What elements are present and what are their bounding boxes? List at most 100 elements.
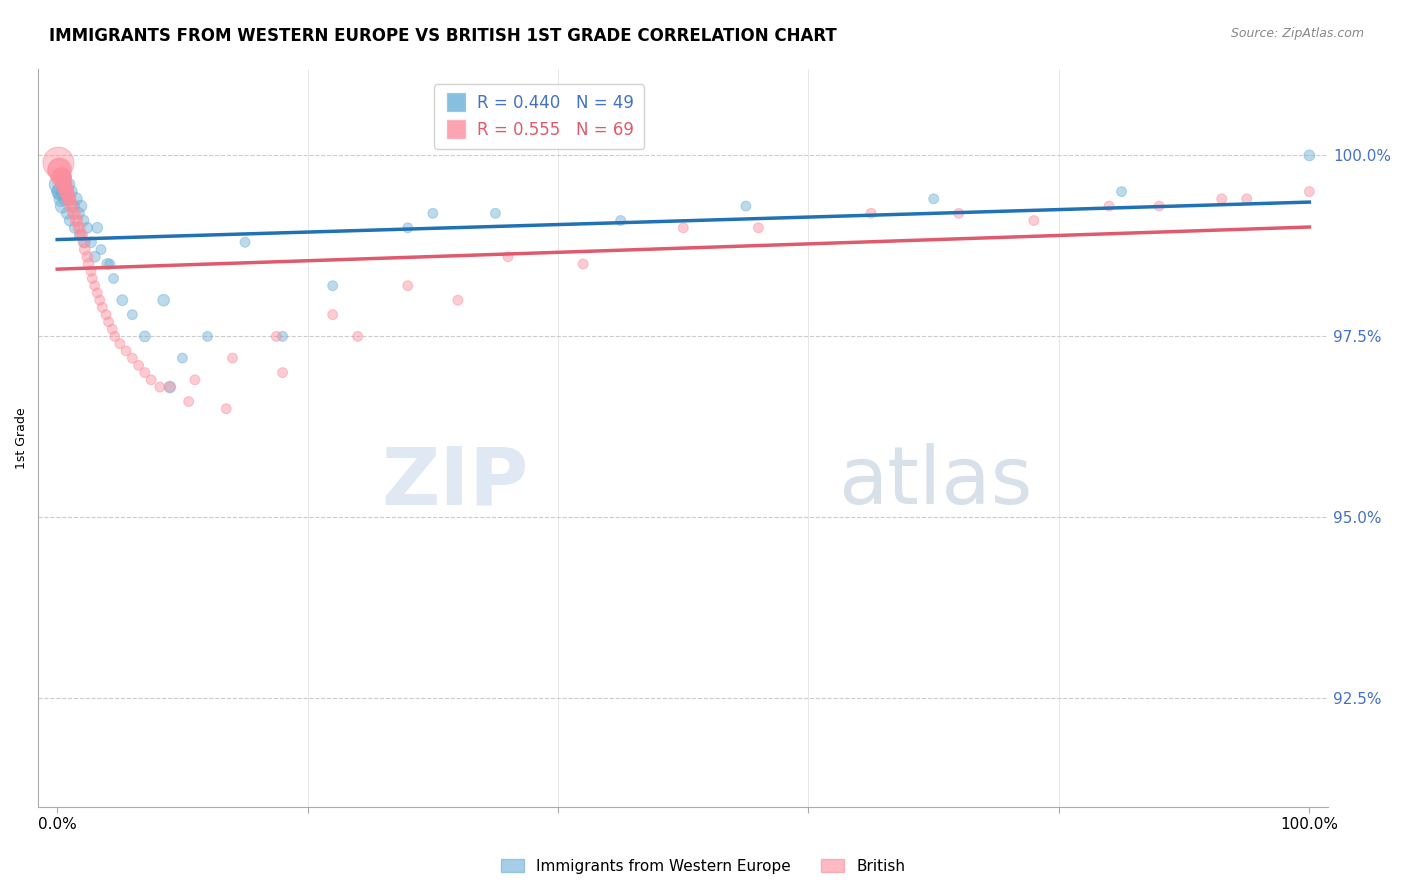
Point [172, 351, 194, 365]
Point [53, 178, 76, 192]
Point [48, 178, 70, 192]
Point [62, 206, 84, 220]
Point [177, 394, 200, 409]
Point [59, 192, 82, 206]
Point [134, 329, 156, 343]
Point [1022, 213, 1045, 227]
Point [134, 366, 156, 380]
Point [76, 220, 98, 235]
Point [69, 220, 91, 235]
Text: Source: ZipAtlas.com: Source: ZipAtlas.com [1230, 27, 1364, 40]
Point [97, 315, 120, 329]
Point [60, 199, 83, 213]
Y-axis label: 1st Grade: 1st Grade [15, 407, 28, 468]
Point [1111, 185, 1133, 199]
Point [672, 220, 695, 235]
Point [184, 373, 207, 387]
Point [53, 178, 76, 192]
Point [66, 213, 89, 227]
Point [233, 235, 256, 250]
Point [86, 285, 108, 300]
Point [49, 185, 72, 199]
Point [82, 271, 104, 285]
Point [55, 185, 77, 199]
Point [104, 329, 127, 343]
Point [58, 178, 80, 192]
Point [73, 235, 96, 250]
Point [139, 373, 162, 387]
Point [83, 278, 105, 293]
Point [103, 271, 125, 285]
Point [572, 257, 595, 271]
Point [70, 227, 93, 242]
Point [56, 206, 79, 220]
Point [90, 243, 112, 257]
Point [484, 206, 506, 220]
Point [76, 250, 98, 264]
Point [197, 329, 219, 343]
Point [80, 264, 103, 278]
Point [48, 162, 70, 177]
Point [1098, 199, 1121, 213]
Point [860, 206, 883, 220]
Point [62, 199, 84, 213]
Point [101, 322, 124, 336]
Point [322, 278, 344, 293]
Point [83, 250, 105, 264]
Point [55, 185, 77, 199]
Point [922, 192, 945, 206]
Point [609, 213, 631, 227]
Point [128, 359, 150, 373]
Point [91, 301, 114, 315]
Point [159, 380, 181, 394]
Point [67, 206, 90, 220]
Point [149, 380, 172, 394]
Point [271, 366, 294, 380]
Point [58, 192, 80, 206]
Point [65, 192, 87, 206]
Point [948, 206, 970, 220]
Point [98, 257, 121, 271]
Point [70, 199, 93, 213]
Point [51, 199, 73, 213]
Point [80, 235, 103, 250]
Text: ZIP: ZIP [381, 443, 529, 521]
Legend: R = 0.440   N = 49, R = 0.555   N = 69: R = 0.440 N = 49, R = 0.555 N = 69 [433, 84, 644, 149]
Point [271, 329, 294, 343]
Point [51, 170, 73, 185]
Point [65, 213, 87, 227]
Point [59, 185, 82, 199]
Point [322, 308, 344, 322]
Point [48, 155, 70, 169]
Point [67, 220, 90, 235]
Point [77, 257, 100, 271]
Point [1211, 192, 1233, 206]
Point [55, 185, 77, 199]
Point [121, 351, 143, 365]
Point [111, 293, 134, 308]
Point [52, 178, 75, 192]
Point [52, 185, 75, 199]
Point [422, 206, 444, 220]
Text: atlas: atlas [838, 443, 1032, 521]
Point [69, 227, 91, 242]
Point [53, 178, 76, 192]
Point [48, 185, 70, 199]
Point [266, 329, 288, 343]
Point [49, 170, 72, 185]
Point [1236, 192, 1258, 206]
Point [94, 308, 117, 322]
Point [396, 278, 419, 293]
Point [215, 401, 238, 416]
Point [496, 250, 519, 264]
Point [63, 220, 86, 235]
Point [121, 308, 143, 322]
Point [59, 213, 82, 227]
Point [73, 243, 96, 257]
Point [159, 380, 181, 394]
Point [396, 220, 419, 235]
Point [735, 199, 758, 213]
Point [1298, 148, 1320, 162]
Point [48, 162, 70, 177]
Point [89, 293, 111, 308]
